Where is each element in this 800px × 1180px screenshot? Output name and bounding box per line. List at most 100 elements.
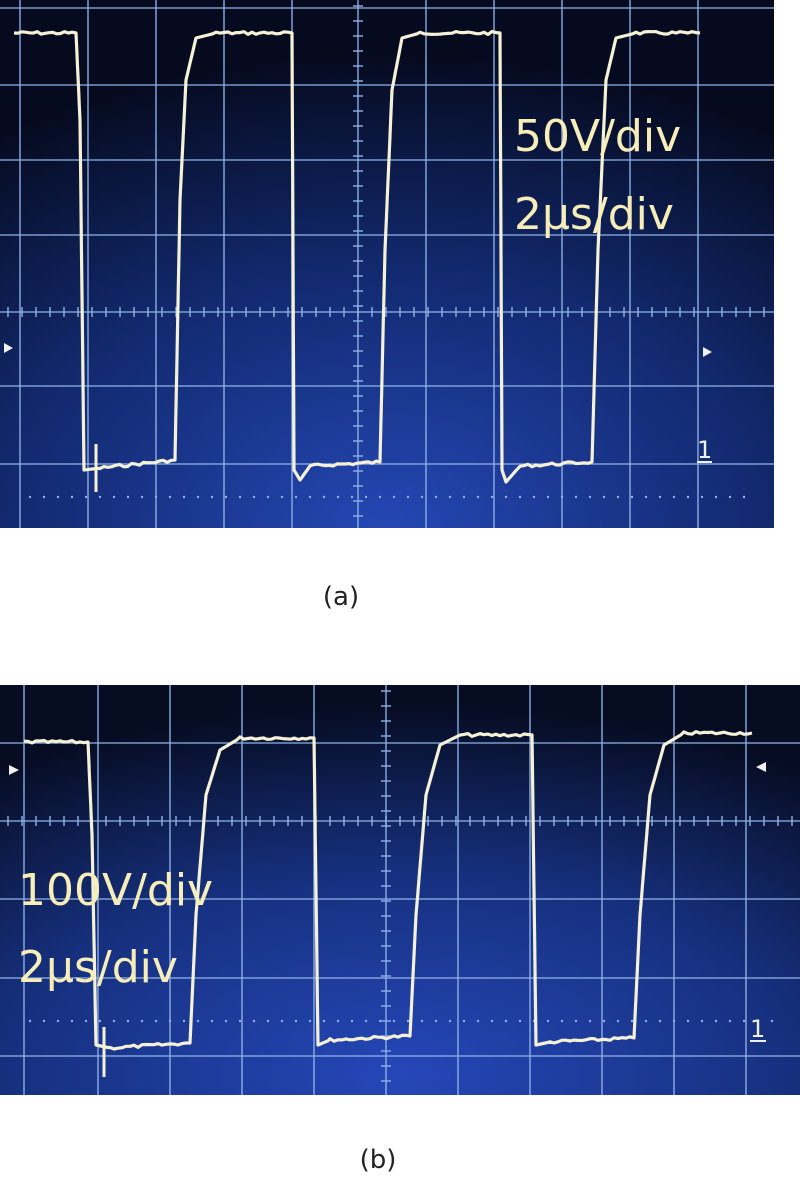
dotted-reference-line xyxy=(630,495,634,499)
dotted-reference-line xyxy=(112,495,116,499)
caption-a: (a) xyxy=(322,582,360,612)
dotted-reference-line xyxy=(168,495,172,499)
time-per-div-label: 2μs/div xyxy=(18,942,178,993)
dotted-reference-line xyxy=(686,1019,690,1023)
dotted-reference-line xyxy=(602,1019,606,1023)
dotted-reference-line xyxy=(420,1019,424,1023)
dotted-reference-line xyxy=(84,1019,88,1023)
volts-per-div-label: 50V/div xyxy=(514,111,681,162)
dotted-reference-line xyxy=(266,495,270,499)
dotted-reference-line xyxy=(378,1019,382,1023)
dotted-reference-line xyxy=(546,495,550,499)
dotted-reference-line xyxy=(504,1019,508,1023)
dotted-reference-line xyxy=(686,495,690,499)
dotted-reference-line xyxy=(714,495,718,499)
caption-b: (b) xyxy=(359,1145,397,1175)
dotted-reference-line xyxy=(294,495,298,499)
dotted-reference-line xyxy=(560,495,564,499)
dotted-reference-line xyxy=(756,1019,760,1023)
dotted-reference-line xyxy=(126,495,130,499)
dotted-reference-line xyxy=(700,1019,704,1023)
dotted-reference-line xyxy=(56,1019,60,1023)
volts-per-div-label: 100V/div xyxy=(18,865,213,916)
dotted-reference-line xyxy=(98,495,102,499)
dotted-reference-line xyxy=(602,495,606,499)
dotted-reference-line xyxy=(448,495,452,499)
waveform-trace xyxy=(13,29,701,484)
dotted-reference-line xyxy=(56,495,60,499)
dotted-reference-line xyxy=(532,495,536,499)
dotted-reference-line xyxy=(420,495,424,499)
dotted-reference-line xyxy=(154,1019,158,1023)
dotted-reference-line xyxy=(224,495,228,499)
dotted-reference-line xyxy=(252,1019,256,1023)
dotted-reference-line xyxy=(168,1019,172,1023)
dotted-reference-line xyxy=(238,495,242,499)
channel-marker: 1 xyxy=(697,436,712,464)
dotted-reference-line xyxy=(364,1019,368,1023)
dotted-reference-line xyxy=(490,495,494,499)
dotted-reference-line xyxy=(196,1019,200,1023)
dotted-reference-line xyxy=(406,495,410,499)
dotted-reference-line xyxy=(308,495,312,499)
dotted-reference-line xyxy=(546,1019,550,1023)
dotted-reference-line xyxy=(462,1019,466,1023)
dotted-reference-line xyxy=(196,495,200,499)
dotted-reference-line xyxy=(224,1019,228,1023)
dotted-reference-line xyxy=(616,1019,620,1023)
dotted-reference-line xyxy=(322,1019,326,1023)
dotted-reference-line xyxy=(252,495,256,499)
dotted-reference-line xyxy=(462,495,466,499)
dotted-reference-line xyxy=(742,495,746,499)
dotted-reference-line xyxy=(616,495,620,499)
dotted-reference-line xyxy=(336,495,340,499)
dotted-reference-line xyxy=(490,1019,494,1023)
dotted-reference-line xyxy=(70,495,74,499)
dotted-reference-line xyxy=(588,495,592,499)
waveform-trace xyxy=(23,729,753,1051)
dotted-reference-line xyxy=(630,1019,634,1023)
dotted-reference-line xyxy=(560,1019,564,1023)
dotted-reference-line xyxy=(98,1019,102,1023)
dotted-reference-line xyxy=(336,1019,340,1023)
dotted-reference-line xyxy=(392,495,396,499)
dotted-reference-line xyxy=(518,1019,522,1023)
graticule-ticks xyxy=(7,690,793,1082)
dotted-reference-line xyxy=(518,495,522,499)
dotted-reference-line xyxy=(658,1019,662,1023)
dotted-reference-line xyxy=(308,1019,312,1023)
dotted-reference-line xyxy=(742,1019,746,1023)
dotted-reference-line xyxy=(728,1019,732,1023)
dotted-reference-line xyxy=(714,1019,718,1023)
trigger-marker-right xyxy=(756,762,766,772)
dotted-reference-line xyxy=(504,495,508,499)
dotted-reference-line xyxy=(406,1019,410,1023)
dotted-reference-line xyxy=(238,1019,242,1023)
dotted-reference-line xyxy=(378,495,382,499)
dotted-reference-line xyxy=(770,1019,774,1023)
dotted-reference-line xyxy=(70,1019,74,1023)
dotted-reference-line xyxy=(644,1019,648,1023)
dotted-reference-line xyxy=(210,495,214,499)
oscilloscope-screen-a: 1 50V/div 2μs/div xyxy=(0,0,774,528)
dotted-reference-line xyxy=(112,1019,116,1023)
dotted-reference-line xyxy=(154,495,158,499)
dotted-reference-line xyxy=(350,1019,354,1023)
dotted-reference-line xyxy=(588,1019,592,1023)
screen-background xyxy=(0,685,800,1095)
dotted-reference-line xyxy=(392,1019,396,1023)
dotted-reference-line xyxy=(574,1019,578,1023)
dotted-reference-line xyxy=(126,1019,130,1023)
dotted-reference-line xyxy=(266,1019,270,1023)
dotted-reference-line xyxy=(140,1019,144,1023)
dotted-reference-line xyxy=(42,495,46,499)
dotted-reference-line xyxy=(84,495,88,499)
graticule xyxy=(0,0,774,528)
dotted-reference-line xyxy=(672,1019,676,1023)
dotted-reference-line xyxy=(182,1019,186,1023)
dotted-reference-line xyxy=(476,495,480,499)
dotted-reference-line xyxy=(434,495,438,499)
dotted-reference-line xyxy=(644,495,648,499)
dotted-reference-line xyxy=(322,495,326,499)
dotted-reference-line xyxy=(574,495,578,499)
